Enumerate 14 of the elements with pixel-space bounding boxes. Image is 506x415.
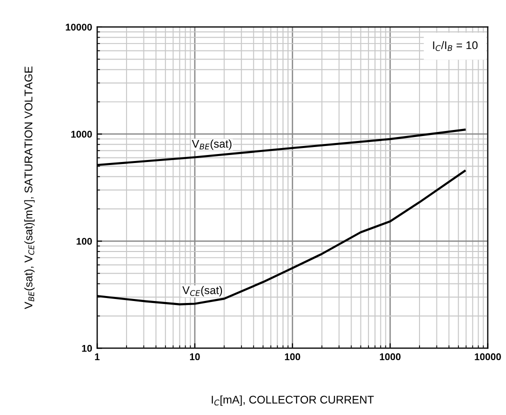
annotation: I$_{C}$/I$_{B}$ = 10 [433, 41, 478, 51]
x-tick-label: 1000 [380, 353, 401, 360]
y-tick-label: 10 [82, 344, 92, 352]
x-axis-title: I$_{C}$[mA], COLLECTOR CURRENT [212, 395, 374, 406]
y-tick-label: 10000 [66, 24, 92, 31]
y-tick-label: 100 [76, 238, 92, 245]
x-tick-label: 100 [284, 353, 300, 360]
x-tick-label: 10 [190, 353, 200, 360]
annotation: V$_{CE}$(sat) [182, 286, 222, 296]
x-tick-label: 10000 [474, 353, 501, 360]
annotation: V$_{BE}$(sat) [192, 140, 232, 150]
y-axis-title: V$_{BE}$(sat), V$_{CE}$(sat)[mV], SATURATION VOLTAGE [24, 66, 35, 310]
x-tick-label: 1 [95, 353, 100, 360]
y-tick-label: 1000 [71, 130, 92, 138]
